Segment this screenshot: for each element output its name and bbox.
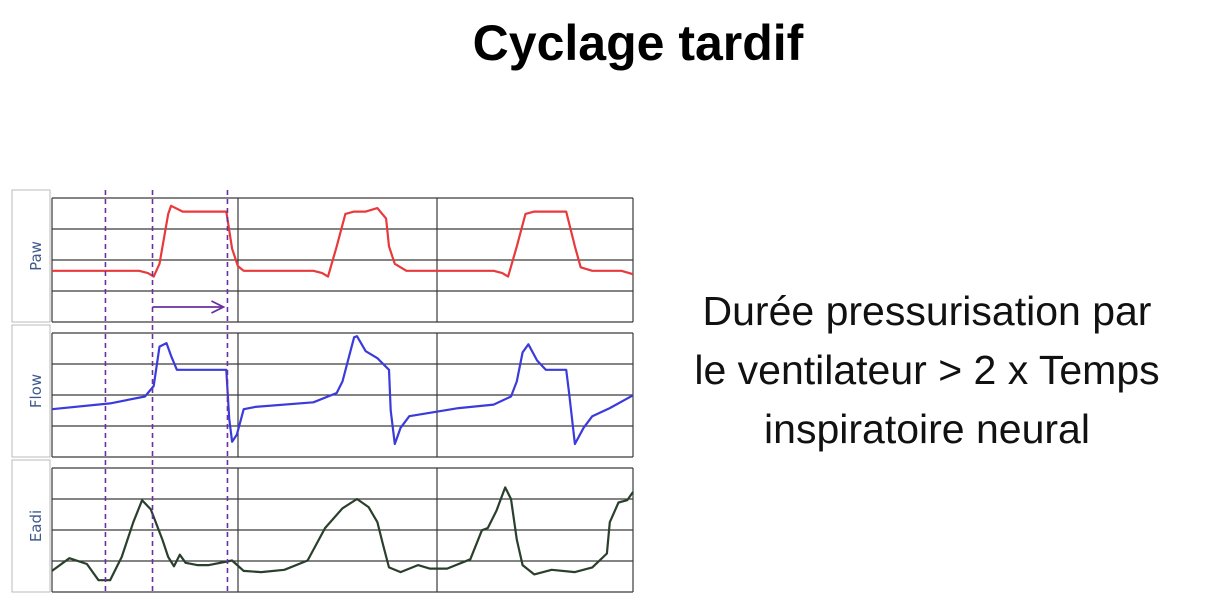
caption-line-3: inspiratoire neural xyxy=(764,406,1090,452)
series-line-paw xyxy=(52,204,634,278)
series-line-flow xyxy=(51,335,634,446)
caption-line-2: le ventilateur > 2 x Temps xyxy=(694,347,1160,393)
duration-arrow-head xyxy=(211,300,226,314)
panel-backgrounds xyxy=(11,189,51,593)
caption: Durée pressurisation par le ventilateur … xyxy=(640,282,1214,459)
panel-eadi: Eadi xyxy=(27,467,634,593)
caption-line-1: Durée pressurisation par xyxy=(702,288,1152,334)
panel-flow: Flow xyxy=(27,332,634,458)
panel-label-paw: Paw xyxy=(27,241,45,271)
panel-label-box-paw xyxy=(11,189,51,323)
panel-label-box-eadi xyxy=(11,459,51,593)
panel-label-flow: Flow xyxy=(27,374,45,408)
waveform-chart: Paw Flow Eadi xyxy=(11,189,634,593)
slide-title: Cyclage tardif xyxy=(472,15,804,71)
panel-label-eadi: Eadi xyxy=(27,510,45,542)
panel-paw: Paw xyxy=(27,197,634,323)
series-line-eadi xyxy=(51,486,634,582)
panel-label-box-flow xyxy=(11,324,51,458)
